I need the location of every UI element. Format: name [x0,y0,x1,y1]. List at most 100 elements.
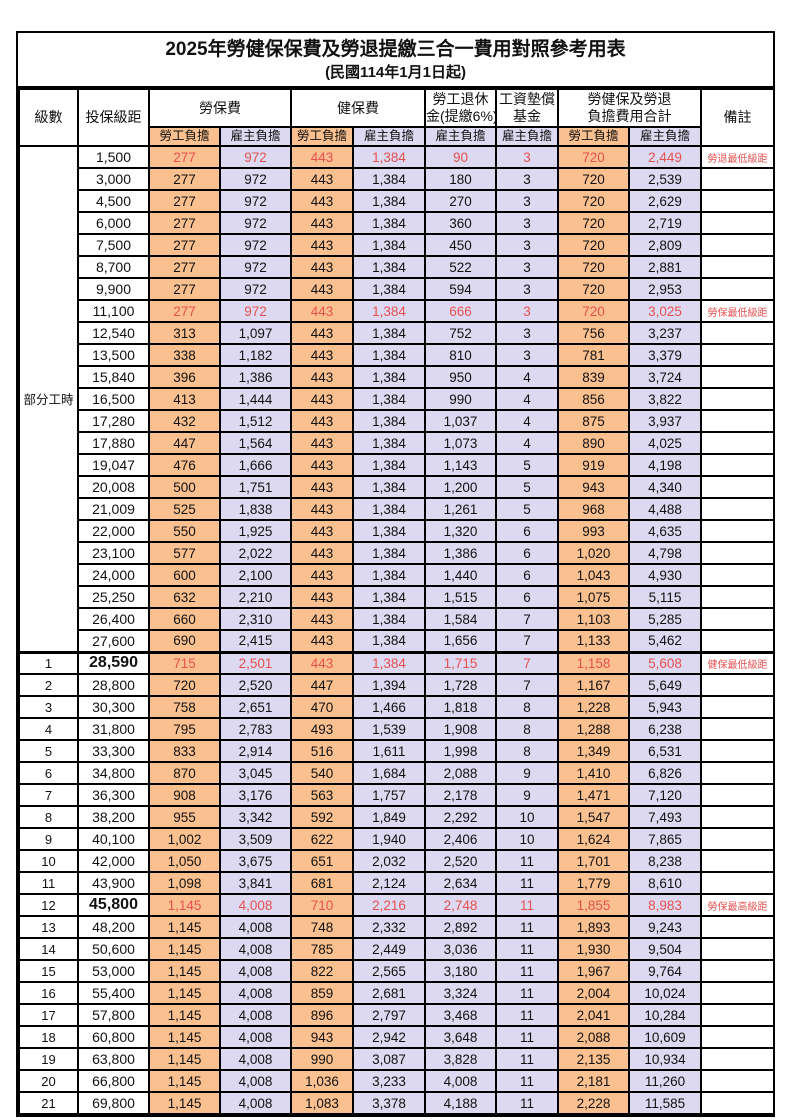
cell-total_employer: 10,024 [628,981,702,1005]
cell-health_employer: 1,384 [352,167,426,191]
remark-cell [700,695,775,719]
bracket-cell: 6,000 [77,211,150,235]
cell-wagefund_employer: 8 [495,739,559,763]
table-row: 25,250 632 2,210 443 1,384 1,515 6 1,075 5,115 [19,585,775,609]
bracket-cell: 30,300 [77,695,150,719]
cell-labor_employee: 277 [148,145,221,169]
cell-labor_employer: 1,512 [219,409,292,433]
cell-wagefund_employer: 3 [495,189,559,213]
cell-labor_employer: 2,520 [219,673,292,697]
cell-pension_employer: 1,386 [424,541,497,565]
cell-total_employer: 4,798 [628,541,702,565]
cell-total_employee: 1,471 [557,783,630,807]
cell-wagefund_employer: 7 [495,607,559,631]
cell-wagefund_employer: 8 [495,695,559,719]
cell-total_employer: 8,238 [628,849,702,873]
cell-health_employee: 443 [290,233,354,257]
remark-cell: 健保最低級距 [700,650,775,675]
cell-wagefund_employer: 6 [495,519,559,543]
level-cell: 8 [18,805,79,829]
subheader-health-employer: 雇主負擔 [352,126,426,147]
cell-health_employer: 1,384 [352,211,426,235]
cell-pension_employer: 360 [424,211,497,235]
header-remark: 備註 [700,88,775,147]
cell-total_employer: 10,284 [628,1003,702,1027]
cell-pension_employer: 2,634 [424,871,497,895]
cell-labor_employer: 972 [219,255,292,279]
remark-cell: 勞保最高級距 [700,893,775,917]
cell-wagefund_employer: 11 [495,959,559,983]
remark-cell [700,871,775,895]
cell-labor_employer: 4,008 [219,1069,292,1093]
cell-labor_employer: 3,045 [219,761,292,785]
table-row: 20 66,800 1,145 4,008 1,036 3,233 4,008 11 2,181… [18,1069,775,1093]
cell-wagefund_employer: 5 [495,475,559,499]
cell-labor_employer: 2,022 [219,541,292,565]
cell-wagefund_employer: 6 [495,541,559,565]
cell-wagefund_employer: 11 [495,937,559,961]
bracket-cell: 60,800 [77,1025,150,1049]
cell-health_employee: 443 [290,299,354,323]
table-row: 5 33,300 833 2,914 516 1,611 1,998 8 1,349 6,531 [18,739,775,763]
cell-pension_employer: 2,520 [424,849,497,873]
cell-total_employee: 2,041 [557,1003,630,1027]
cell-total_employer: 2,449 [628,145,702,169]
cell-pension_employer: 1,656 [424,629,497,653]
cell-health_employer: 1,384 [352,145,426,169]
cell-pension_employer: 450 [424,233,497,257]
cell-total_employer: 11,260 [628,1069,702,1093]
level-cell: 11 [18,871,79,895]
header-wagefund-group: 工資墊償 基金 [495,88,559,128]
level-cell: 14 [18,937,79,961]
bracket-cell: 33,300 [77,739,150,763]
cell-total_employee: 1,288 [557,717,630,741]
cell-health_employee: 516 [290,739,354,763]
bracket-cell: 1,500 [77,145,150,169]
cell-labor_employer: 4,008 [219,1025,292,1049]
cell-health_employee: 822 [290,959,354,983]
level-cell: 17 [18,1003,79,1027]
table-row: 11,100 277 972 443 1,384 666 3 720 3,025 勞保最低級距 [19,299,775,323]
cell-pension_employer: 1,143 [424,453,497,477]
page-title: 2025年勞健保保費及勞退提繳三合一費用對照參考用表 [165,39,626,60]
cell-wagefund_employer: 11 [495,893,559,917]
cell-total_employer: 11,585 [628,1091,702,1115]
table-row: 21,009 525 1,838 443 1,384 1,261 5 968 4,488 [19,497,775,521]
cell-health_employer: 1,384 [352,343,426,367]
cell-pension_employer: 666 [424,299,497,323]
cell-health_employee: 443 [290,453,354,477]
cell-total_employer: 5,608 [628,650,702,675]
remark-cell [700,915,775,939]
cell-labor_employee: 447 [148,431,221,455]
header-total-group: 勞健保及勞退 負擔費用合計 [557,88,702,128]
table-row: 8,700 277 972 443 1,384 522 3 720 2,881 [19,255,775,279]
cell-wagefund_employer: 3 [495,299,559,323]
cell-total_employee: 1,893 [557,915,630,939]
cell-pension_employer: 752 [424,321,497,345]
cell-wagefund_employer: 3 [495,167,559,191]
cell-labor_employee: 1,145 [148,1003,221,1027]
cell-health_employee: 710 [290,893,354,917]
remark-cell [700,1069,775,1093]
cell-wagefund_employer: 8 [495,717,559,741]
table-row: 1 28,590 715 2,501 443 1,384 1,715 7 1,158 5,608 健… [18,650,775,675]
cell-labor_employer: 1,097 [219,321,292,345]
cell-labor_employee: 1,145 [148,937,221,961]
cell-labor_employee: 758 [148,695,221,719]
cell-total_employer: 4,635 [628,519,702,543]
cell-health_employer: 1,384 [352,650,426,675]
page-subtitle: (民國114年1月1日起) [325,64,466,81]
bracket-cell: 43,900 [77,871,150,895]
remark-cell [700,585,775,609]
cell-labor_employer: 972 [219,233,292,257]
cell-health_employee: 748 [290,915,354,939]
bracket-cell: 27,600 [77,629,150,653]
cell-total_employer: 5,649 [628,673,702,697]
level-cell: 9 [18,827,79,851]
cell-total_employer: 4,340 [628,475,702,499]
bracket-cell: 28,590 [77,650,150,675]
cell-total_employee: 720 [557,167,630,191]
level-cell: 19 [18,1047,79,1071]
cell-labor_employer: 972 [219,167,292,191]
header-bracket: 投保級距 [77,88,150,147]
